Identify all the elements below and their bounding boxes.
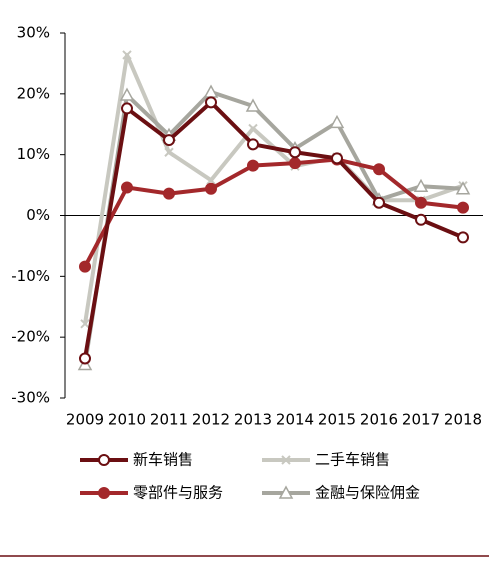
data-point bbox=[289, 146, 301, 159]
x-tick-label: 2012 bbox=[192, 411, 230, 429]
series-line bbox=[83, 90, 464, 365]
x-tick-label: 2011 bbox=[150, 411, 188, 429]
data-point bbox=[415, 196, 427, 209]
x-tick-label: 2010 bbox=[108, 411, 146, 429]
data-point bbox=[415, 213, 427, 226]
legend-marker bbox=[98, 454, 110, 466]
y-tick-label: -10% bbox=[11, 267, 50, 285]
data-point bbox=[122, 50, 132, 60]
data-point bbox=[163, 187, 175, 200]
legend-marker bbox=[98, 487, 110, 499]
x-tick-label: 2009 bbox=[66, 411, 104, 429]
data-point bbox=[205, 96, 217, 109]
data-point bbox=[329, 114, 345, 129]
y-tick-label: 20% bbox=[17, 84, 50, 102]
data-point bbox=[119, 87, 135, 101]
x-tick-label: 2014 bbox=[276, 411, 314, 429]
data-point bbox=[79, 260, 91, 273]
series-line bbox=[83, 100, 464, 359]
legend-label: 零部件与服务 bbox=[133, 484, 223, 502]
data-point bbox=[121, 102, 133, 115]
data-point bbox=[373, 196, 385, 209]
data-point bbox=[373, 163, 385, 176]
data-point bbox=[245, 98, 261, 112]
legend-label: 金融与保险佣金 bbox=[315, 484, 420, 502]
y-tick-label: -30% bbox=[11, 389, 50, 407]
data-point bbox=[163, 134, 175, 147]
y-tick-label: 10% bbox=[17, 145, 50, 163]
data-point bbox=[457, 201, 469, 214]
data-point bbox=[413, 178, 429, 193]
y-tick-label: -20% bbox=[11, 328, 50, 346]
x-tick-label: 2016 bbox=[360, 411, 398, 429]
x-tick-label: 2013 bbox=[234, 411, 272, 429]
y-tick-label: 30% bbox=[17, 24, 50, 42]
legend-label: 新车销售 bbox=[133, 451, 193, 469]
data-point bbox=[289, 157, 301, 170]
data-point bbox=[206, 175, 216, 185]
data-point bbox=[247, 159, 259, 172]
x-tick-label: 2015 bbox=[318, 411, 356, 429]
data-point bbox=[247, 138, 259, 151]
legend-marker bbox=[281, 455, 291, 465]
data-point bbox=[164, 147, 174, 157]
data-point bbox=[121, 181, 133, 194]
data-point bbox=[248, 123, 258, 134]
series-line bbox=[83, 157, 464, 268]
data-point bbox=[457, 231, 469, 244]
data-point bbox=[79, 352, 91, 365]
legend-label: 二手车销售 bbox=[315, 451, 390, 469]
data-point bbox=[455, 181, 471, 195]
x-tick-label: 2018 bbox=[444, 411, 482, 429]
y-tick-label: 0% bbox=[26, 206, 50, 224]
data-point bbox=[80, 319, 90, 329]
legend-marker bbox=[278, 485, 294, 499]
x-tick-label: 2017 bbox=[402, 411, 440, 429]
data-point bbox=[205, 182, 217, 195]
data-point bbox=[331, 152, 343, 165]
